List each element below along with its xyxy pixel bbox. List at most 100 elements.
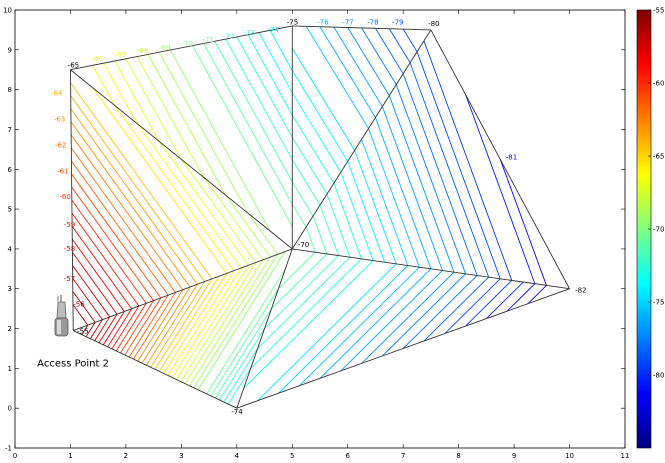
- x-tick-label: 10: [565, 452, 574, 459]
- contour-line: [236, 36, 293, 138]
- contour-line: [291, 114, 335, 184]
- contour-line: [388, 28, 411, 63]
- contour-line: [340, 270, 443, 372]
- mesh-edge: [292, 248, 570, 290]
- contour-line: [180, 159, 257, 263]
- mesh-edge: [73, 330, 238, 409]
- contour-line: [71, 238, 125, 312]
- contour-line: [72, 291, 96, 323]
- contour-label: -80: [428, 20, 439, 28]
- contour-label: -56: [73, 301, 85, 309]
- contour-label: -60: [59, 193, 70, 201]
- x-tick-label: 1: [68, 452, 72, 459]
- contour-line: [192, 45, 293, 227]
- contour-label: -73: [243, 29, 254, 37]
- access-point-icon: [54, 295, 69, 337]
- contour-line: [278, 265, 409, 394]
- contour-label: -79: [392, 19, 403, 27]
- contour-lines: [70, 26, 547, 405]
- contour-line: [243, 260, 374, 389]
- contour-line: [81, 324, 89, 335]
- contour-label: -57: [64, 275, 75, 283]
- contour-line: [169, 49, 271, 232]
- contour-label: -59: [64, 221, 75, 229]
- contour-line: [347, 27, 390, 96]
- contour-label: -71: [202, 36, 213, 44]
- contour-line: [291, 47, 356, 151]
- contour-line: [264, 255, 339, 329]
- contour-line: [70, 82, 213, 280]
- contour-label: -61: [57, 167, 68, 175]
- contour-line: [90, 319, 103, 339]
- contour-label: -55: [77, 327, 88, 335]
- contour-line: [137, 289, 184, 362]
- contour-line: [92, 65, 116, 106]
- contour-line: [319, 204, 339, 256]
- contour-line: [71, 199, 147, 304]
- triangulation-mesh: [70, 25, 570, 409]
- contour-label: -74: [267, 26, 279, 34]
- contour-line: [225, 194, 271, 258]
- contour-line: [111, 305, 140, 350]
- contour-line: [271, 253, 328, 309]
- contour-label: -64: [51, 90, 63, 98]
- x-tick-label: 0: [13, 452, 17, 459]
- contour-line: [94, 316, 111, 341]
- contour-line: [227, 368, 252, 405]
- contour-line: [465, 280, 513, 327]
- mesh-edge: [292, 25, 431, 31]
- contour-label: -68: [137, 47, 148, 55]
- y-tick-label: 10: [3, 7, 12, 15]
- mesh-edge: [73, 248, 293, 331]
- y-tick-label: 1: [8, 365, 12, 373]
- mesh-edge: [70, 25, 293, 71]
- mesh-edge: [236, 248, 293, 409]
- contour-line: [70, 108, 198, 285]
- contour-line: [146, 284, 198, 366]
- contour-line: [223, 348, 258, 403]
- contour-line: [278, 251, 316, 290]
- contour-line: [214, 41, 293, 183]
- contour-line: [298, 266, 420, 387]
- contour-line: [333, 26, 383, 107]
- contour-line: [444, 278, 501, 334]
- contour-line: [125, 58, 182, 160]
- contour-label: -82: [575, 287, 586, 295]
- contour-line: [136, 56, 204, 178]
- contour-line: [361, 271, 455, 364]
- y-tick-label: 4: [8, 245, 13, 253]
- contour-line: [354, 150, 397, 264]
- mesh-edge: [291, 29, 432, 250]
- contour-line: [402, 28, 418, 53]
- contour-line: [409, 62, 490, 278]
- contour-line: [305, 226, 316, 253]
- colorbar-tick-label: -70: [653, 226, 664, 234]
- contour-line: [486, 281, 524, 319]
- contour-label: -67: [115, 51, 126, 59]
- x-tick-label: 7: [401, 452, 405, 459]
- contour-line: [72, 278, 103, 320]
- contour-line: [189, 256, 271, 386]
- contour-line: [375, 28, 404, 74]
- contour-line: [70, 95, 206, 282]
- contour-line: [305, 26, 369, 129]
- contour-line: [368, 128, 420, 268]
- contour-line: [312, 215, 328, 255]
- contour-line: [375, 117, 432, 269]
- contour-line: [103, 62, 138, 124]
- mesh-edge: [236, 288, 570, 409]
- contour-line: [184, 259, 264, 384]
- contour-line: [416, 51, 501, 279]
- contour-line: [257, 263, 397, 402]
- contour-line: [147, 54, 227, 196]
- contour-label: -74: [231, 408, 243, 416]
- contour-line: [214, 308, 272, 399]
- contour-line: [158, 275, 220, 372]
- contour-label: -70: [181, 40, 192, 48]
- contour-line: [291, 159, 321, 206]
- y-tick-label: 8: [8, 86, 12, 94]
- contour-line: [176, 264, 249, 380]
- y-tick-label: 2: [8, 325, 12, 333]
- contour-line: [102, 311, 125, 346]
- contour-line: [340, 172, 374, 261]
